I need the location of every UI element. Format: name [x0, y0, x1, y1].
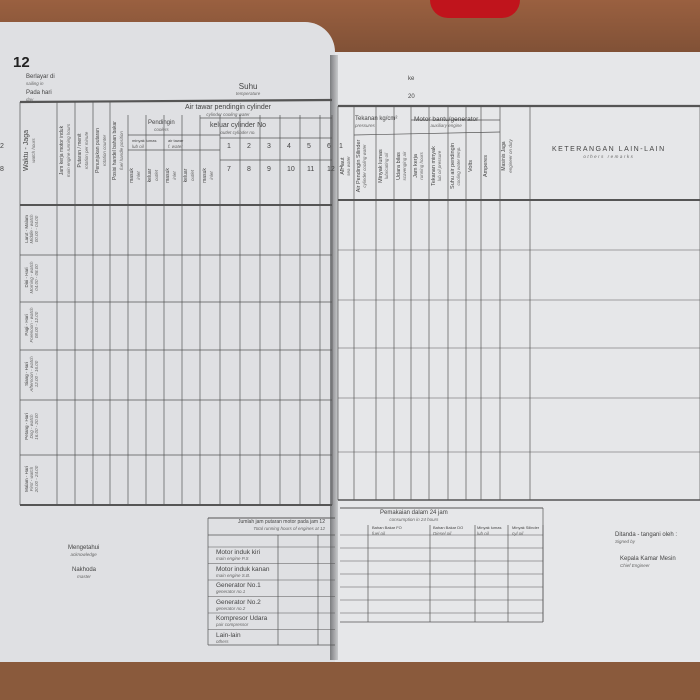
table-surface-bottom	[0, 655, 700, 700]
cylinder-number: 8	[247, 166, 251, 173]
aux-engine-header: Motor bantu/generator auxiliary engine	[414, 116, 479, 129]
cylinder-number: 4	[287, 143, 291, 150]
engine-row-label: Motor induk kiri main engine P.S	[216, 549, 261, 562]
running-hours-header: Jumlah jam putaran motor pada jam 12 Tota…	[238, 519, 325, 531]
cylinder-number: 1	[227, 143, 231, 150]
to-label: ke	[408, 76, 415, 82]
signed-by-label: Ditanda - tangani oleh : Signed by	[615, 532, 678, 544]
chief-engineer-label: Kepala Kamar Mesin Chief Engineer	[620, 556, 676, 568]
temperature-header: Suhu temperature	[236, 82, 261, 97]
column-header: Putaran / menit rotation per minute	[77, 131, 89, 170]
column-header: Penunjukan putaran rotation counter	[95, 128, 107, 173]
inlet-outlet-header: keluar outlet	[183, 168, 195, 183]
cylinder-number: 9	[267, 166, 271, 173]
inlet-outlet-header: masuk inlet	[165, 168, 177, 183]
watch-row-label: Malam - Hari First - watch 20.00 - 24.00	[24, 465, 40, 493]
cylinder-number: 2	[247, 143, 251, 150]
lube-oil-header: minyak lumas lub oil	[132, 138, 157, 149]
cylinder-number: 7	[339, 166, 343, 173]
column-header: Amperes	[483, 155, 489, 178]
day-label: Pada hari day	[26, 90, 52, 102]
watch-row-label: Petang - Hari Dog - watch 16.00 - 20.00	[24, 413, 40, 440]
year-label: 20	[408, 94, 415, 100]
master-label: Nakhoda master	[72, 567, 97, 579]
engine-row-label: Kompresor Udara pair compressor	[216, 615, 268, 628]
grid-line	[353, 131, 501, 136]
engine-row-label: Generator No.1 generator no.1	[216, 582, 261, 595]
red-object	[430, 0, 520, 18]
header-rule	[19, 98, 333, 104]
cylinder-number: 10	[287, 166, 295, 173]
column-header: Posisi handel bahan bakar fuel handle pos…	[112, 121, 124, 180]
column-header: Minyak lumas lubricating oil	[378, 149, 390, 183]
column-header: Air Pendingin Silinder cylinder cooling w…	[356, 139, 368, 193]
cylinder-number: 6	[327, 143, 331, 150]
column-header: Tekanan minyak lub oil pressure	[431, 146, 443, 186]
sailing-in-label: Berlayar di sailing in	[26, 74, 55, 86]
column-header: Suhu air pendingin cooling water temp.	[450, 143, 462, 189]
column-header: Jam kerja running hours	[413, 152, 425, 180]
watch-row-label: Pagi - Hari Forenoon - watch 08.00 - 12.00	[24, 307, 40, 343]
column-header: Volts	[468, 160, 474, 172]
engine-row-label: Lain-lain others	[216, 631, 241, 644]
watch-row-label: Siang - Hari Afternoon - watch 12.00 - 16.…	[24, 356, 40, 392]
column-header: Masinis Jaga engineer on duty	[501, 139, 513, 173]
fuel-column-header: Bahan Bakar DO Diesel oil	[433, 525, 464, 536]
cylinder-number: 1	[339, 143, 343, 150]
inlet-outlet-header: masuk inlet	[129, 168, 141, 183]
outlet-cylinder-header: keluar cylinder No outlet cylinder no.	[210, 122, 267, 136]
watch-row-label: Larut - Malam Middle - watch 00.00 - 04.00	[24, 214, 40, 244]
left-page	[0, 22, 335, 662]
inlet-outlet-header: masuk inlet	[202, 168, 214, 183]
page-number: 12	[13, 54, 30, 71]
cylinder-number: 8	[0, 166, 4, 173]
cylinder-number: 11	[307, 166, 315, 173]
right-page	[330, 52, 700, 662]
coolers-header: Pendingin coolers	[148, 120, 175, 132]
acknowledge-label: Mengetahui acknowledge	[68, 545, 100, 557]
remarks-header: KETERANGAN LAIN-LAIN others remarks	[552, 146, 666, 160]
fuel-column-header: Minyak Silinder cyl oil	[512, 525, 540, 536]
cylinder-cooling-header: Air tawar pendingin cylinder cylinder coo…	[185, 104, 271, 118]
cylinder-number: 12	[327, 166, 335, 173]
pressures-header: Tekanan kg/cm² pressures	[355, 116, 398, 128]
book-spine	[330, 55, 338, 660]
column-header: Air laut sea water	[340, 156, 352, 176]
consumption-header: Pemakaian dalam 24 jam consumption in 24 …	[380, 510, 448, 522]
cylinder-number: 3	[267, 143, 271, 150]
column-header: Jam kerja motor induk main engine running…	[59, 123, 71, 178]
column-header: Udara bilas scavenging air	[396, 151, 408, 181]
engine-row-label: Generator No.2 generator no.2	[216, 598, 261, 611]
fuel-column-header: Bahan Bakar FO fuel oil	[372, 525, 402, 536]
inlet-outlet-header: keluar outlet	[147, 168, 159, 183]
column-header: Waktu - Jaga watch hours	[23, 130, 37, 171]
cylinder-number: 2	[0, 143, 4, 150]
engine-row-label: Motor induk kanan main engine S.B.	[216, 565, 270, 578]
cylinder-number: 5	[307, 143, 311, 150]
fuel-column-header: Minyak lumas lub oil	[477, 525, 502, 536]
cylinder-number: 7	[227, 166, 231, 173]
watch-row-label: Dini - Hari Morning - watch 04.00 - 08.00	[24, 261, 40, 294]
fresh-water-header: air tawar f. water	[168, 138, 184, 149]
